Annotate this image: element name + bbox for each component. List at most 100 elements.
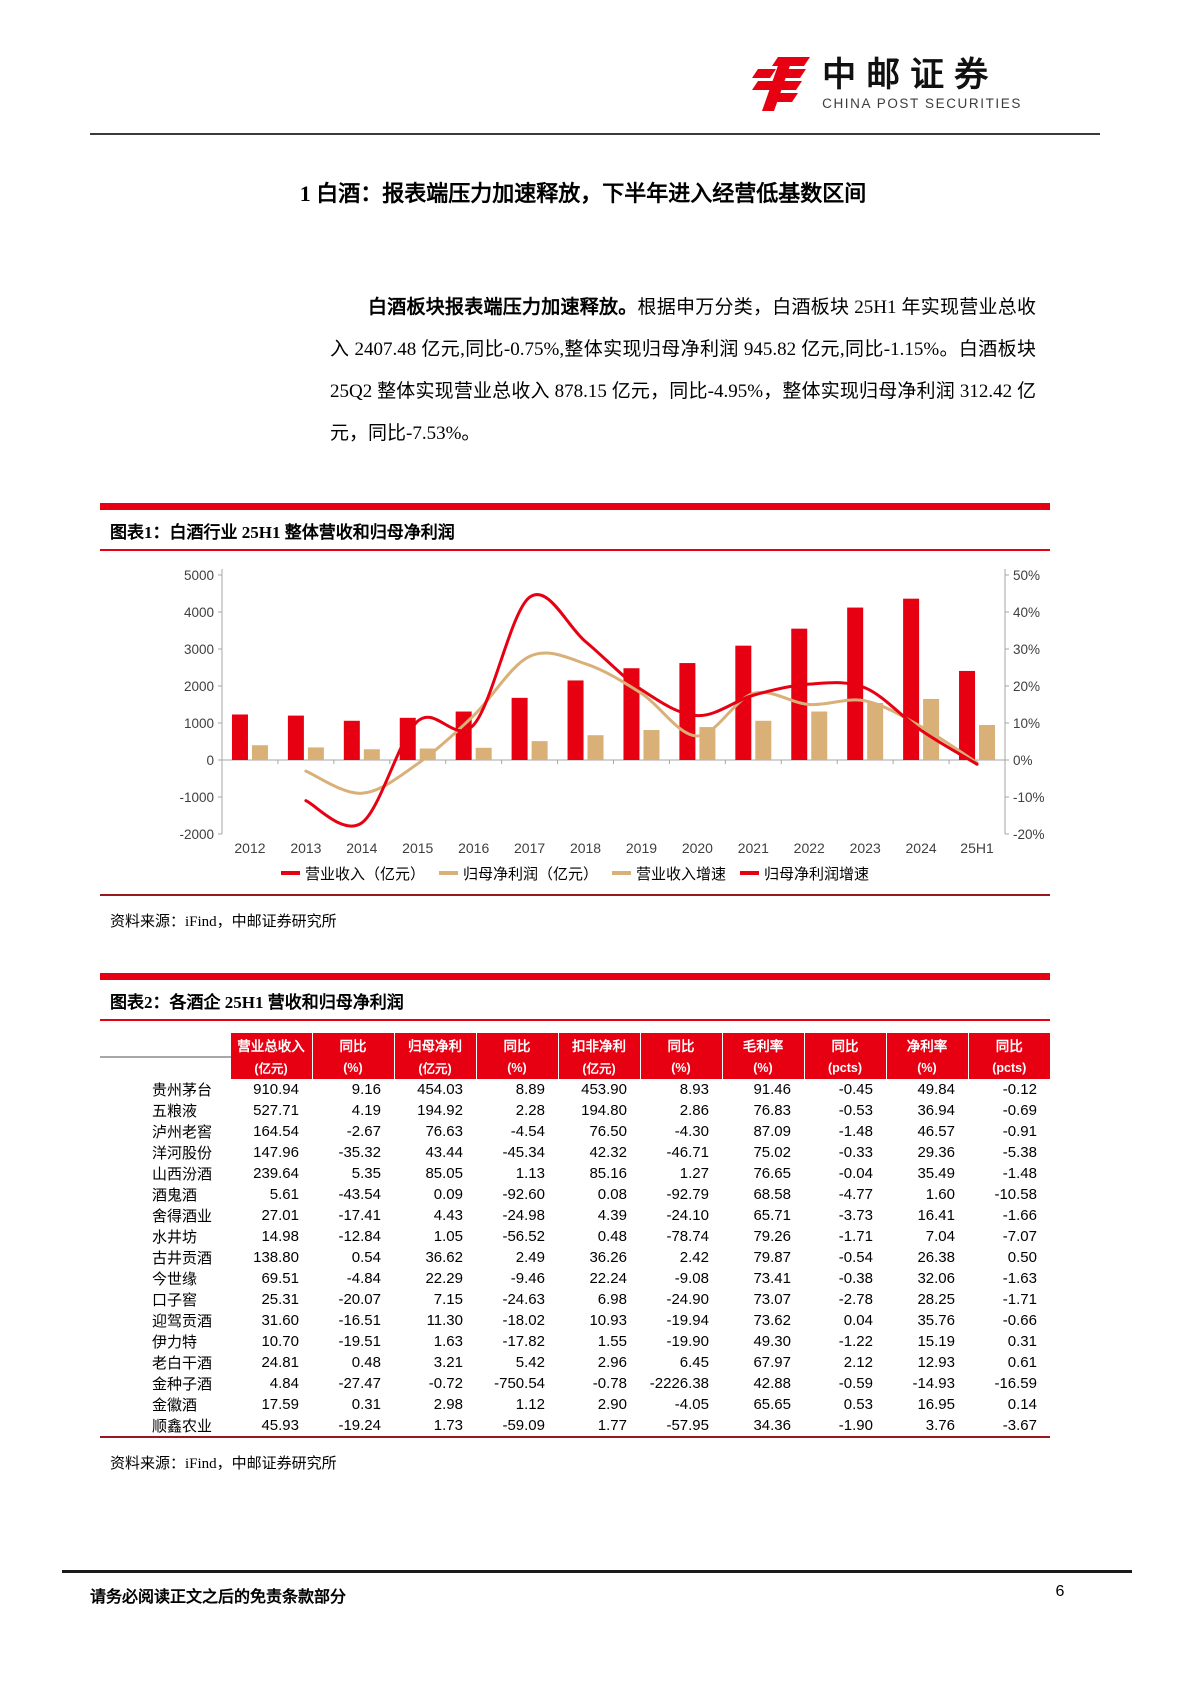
value-cell: -0.33: [838, 1143, 873, 1161]
value-cell: 65.65: [753, 1395, 791, 1413]
value-cell: 31.60: [261, 1311, 299, 1329]
value-cell: 1.73: [433, 1416, 463, 1434]
value-cell: 0.50: [1007, 1248, 1037, 1266]
value-cell: 1.60: [925, 1185, 955, 1203]
svg-text:-1000: -1000: [179, 790, 214, 805]
svg-text:10%: 10%: [1013, 716, 1040, 731]
value-cell: 17.59: [261, 1395, 299, 1413]
svg-text:2014: 2014: [346, 840, 377, 856]
value-cell: 4.19: [351, 1101, 381, 1119]
value-cell: -4.77: [838, 1185, 873, 1203]
chart-legend: 营业收入（亿元） 归母净利润（亿元） 营业收入增速 归母净利润增速: [100, 863, 1050, 884]
value-cell: 6.45: [679, 1353, 709, 1371]
value-cell: -10.58: [994, 1185, 1037, 1203]
svg-text:-10%: -10%: [1013, 790, 1045, 805]
value-cell: -0.45: [838, 1080, 873, 1098]
value-cell: 1.63: [433, 1332, 463, 1350]
value-cell: 0.53: [843, 1395, 873, 1413]
company-name-cell: 金种子酒: [152, 1376, 213, 1393]
value-cell: 0.48: [597, 1227, 627, 1245]
company-name-cell: 迎驾贡酒: [152, 1313, 213, 1330]
value-cell: 49.84: [917, 1080, 955, 1098]
company-logo: 中邮证券 CHINA POST SECURITIES: [748, 56, 1022, 112]
value-cell: -0.53: [838, 1101, 873, 1119]
chart-lines: [304, 592, 979, 827]
figure-1-rule: [100, 549, 1050, 551]
value-cell: -19.24: [338, 1416, 381, 1434]
value-cell: 2.86: [679, 1101, 709, 1119]
section-title: 1 白酒：报表端压力加速释放，下半年进入经营低基数区间: [299, 181, 867, 206]
svg-text:2019: 2019: [626, 840, 657, 856]
revenue-profit-chart: 5000 4000 3000 2000 1000 0 -1000 -2000 50% 40% 30%…: [179, 568, 1045, 856]
figure-1-bottom-border: [100, 893, 1050, 896]
table-header-row: 营业总收入 同比 归母净利 同比 扣非净利 同比 毛利率 同比 净利率 同比: [100, 1032, 1050, 1058]
value-cell: 12.93: [917, 1353, 955, 1371]
value-cell: 79.87: [753, 1248, 791, 1266]
value-cell: -4.54: [510, 1122, 545, 1140]
value-cell: -9.46: [510, 1269, 545, 1287]
value-cell: 10.70: [261, 1332, 299, 1350]
value-cell: -1.48: [838, 1122, 873, 1140]
svg-text:-20%: -20%: [1013, 827, 1045, 842]
figure-1-header-bar: [100, 503, 1050, 510]
logo-chinese-name: 中邮证券: [822, 56, 999, 94]
value-cell: -43.54: [338, 1185, 381, 1203]
chart-x-labels: 2012 2013 2014 2015 2016 2017 2018 2019 2020 2021…: [234, 840, 994, 856]
value-cell: 0.31: [351, 1395, 381, 1413]
table-row: 口子窖 25.31 -20.07 7.15 -24.63 6.98 -24.90 73.07 -…: [100, 1289, 1050, 1310]
table-column-header: 营业总收入: [229, 1032, 312, 1057]
value-cell: 0.09: [433, 1185, 463, 1203]
value-cell: 76.65: [753, 1164, 791, 1182]
table-column-header: (亿元): [557, 1056, 640, 1079]
svg-text:4000: 4000: [184, 605, 214, 620]
svg-text:2017: 2017: [514, 840, 545, 856]
table-header-row: (亿元) (%) (亿元) (%) (亿元) (%) (%) (pcts) (%) (pcts): [100, 1056, 1050, 1079]
company-name-cell: 顺鑫农业: [152, 1418, 213, 1435]
value-cell: -45.34: [502, 1143, 545, 1161]
legend-dash-icon: [280, 871, 300, 875]
page-number: 6: [1055, 1583, 1065, 1600]
table-column-header: (pcts): [967, 1056, 1050, 1079]
value-cell: 43.44: [425, 1143, 463, 1161]
table-row: 迎驾贡酒 31.60 -16.51 11.30 -18.02 10.93 -19.94 73.…: [100, 1310, 1050, 1331]
figure-2-header-bar: [100, 973, 1050, 980]
value-cell: 34.36: [753, 1416, 791, 1434]
table-column-header: 同比: [475, 1032, 558, 1057]
value-cell: -0.69: [1002, 1101, 1037, 1119]
value-cell: -0.78: [592, 1374, 627, 1392]
value-cell: 8.93: [679, 1080, 709, 1098]
table-row: 古井贡酒 138.80 0.54 36.62 2.49 36.26 2.42 79.87 -0.…: [100, 1247, 1050, 1268]
value-cell: -4.30: [674, 1122, 709, 1140]
svg-text:2016: 2016: [458, 840, 489, 856]
value-cell: 147.96: [253, 1143, 299, 1161]
value-cell: 0.31: [1007, 1332, 1037, 1350]
table-row: 顺鑫农业 45.93 -19.24 1.73 -59.09 1.77 -57.95 34.36…: [100, 1415, 1050, 1436]
company-name-cell: 酒鬼酒: [152, 1187, 198, 1204]
value-cell: 42.88: [753, 1374, 791, 1392]
table-row: 老白干酒 24.81 0.48 3.21 5.42 2.96 6.45 67.97 2.12 12…: [100, 1352, 1050, 1373]
table-row: 泸州老窖 164.54 -2.67 76.63 -4.54 76.50 -4.30 87.09…: [100, 1121, 1050, 1142]
value-cell: 45.93: [261, 1416, 299, 1434]
value-cell: 22.29: [425, 1269, 463, 1287]
table-column-header: (%): [311, 1056, 394, 1079]
value-cell: 32.06: [917, 1269, 955, 1287]
table-header: 营业总收入 同比 归母净利 同比 扣非净利 同比 毛利率 同比 净利率 同比 (亿元) (%) (亿元)…: [100, 1032, 1050, 1079]
table-row: 水井坊 14.98 -12.84 1.05 -56.52 0.48 -78.74 79.26 -…: [100, 1226, 1050, 1247]
value-cell: -46.71: [666, 1143, 709, 1161]
company-name-cell: 山西汾酒: [152, 1166, 213, 1183]
figure-2-title: 图表2：各酒企 25H1 营收和归母净利润: [110, 993, 404, 1012]
table-column-header: (%): [475, 1056, 558, 1079]
value-cell: 15.19: [917, 1332, 955, 1350]
table-row: 金徽酒 17.59 0.31 2.98 1.12 2.90 -4.05 65.65 0.53 16…: [100, 1394, 1050, 1415]
value-cell: 16.95: [917, 1395, 955, 1413]
value-cell: 26.38: [917, 1248, 955, 1266]
company-name-cell: 五粮液: [152, 1103, 198, 1120]
value-cell: 36.26: [589, 1248, 627, 1266]
value-cell: 28.25: [917, 1290, 955, 1308]
figure-2-source: 资料来源：iFind，中邮证券研究所: [110, 1456, 337, 1472]
figure-1-title: 图表1：白酒行业 25H1 整体营收和归母净利润: [110, 523, 455, 542]
table-row: 洋河股份 147.96 -35.32 43.44 -45.34 42.32 -46.71 75…: [100, 1142, 1050, 1163]
value-cell: -1.90: [838, 1416, 873, 1434]
value-cell: 0.04: [843, 1311, 873, 1329]
value-cell: -0.59: [838, 1374, 873, 1392]
